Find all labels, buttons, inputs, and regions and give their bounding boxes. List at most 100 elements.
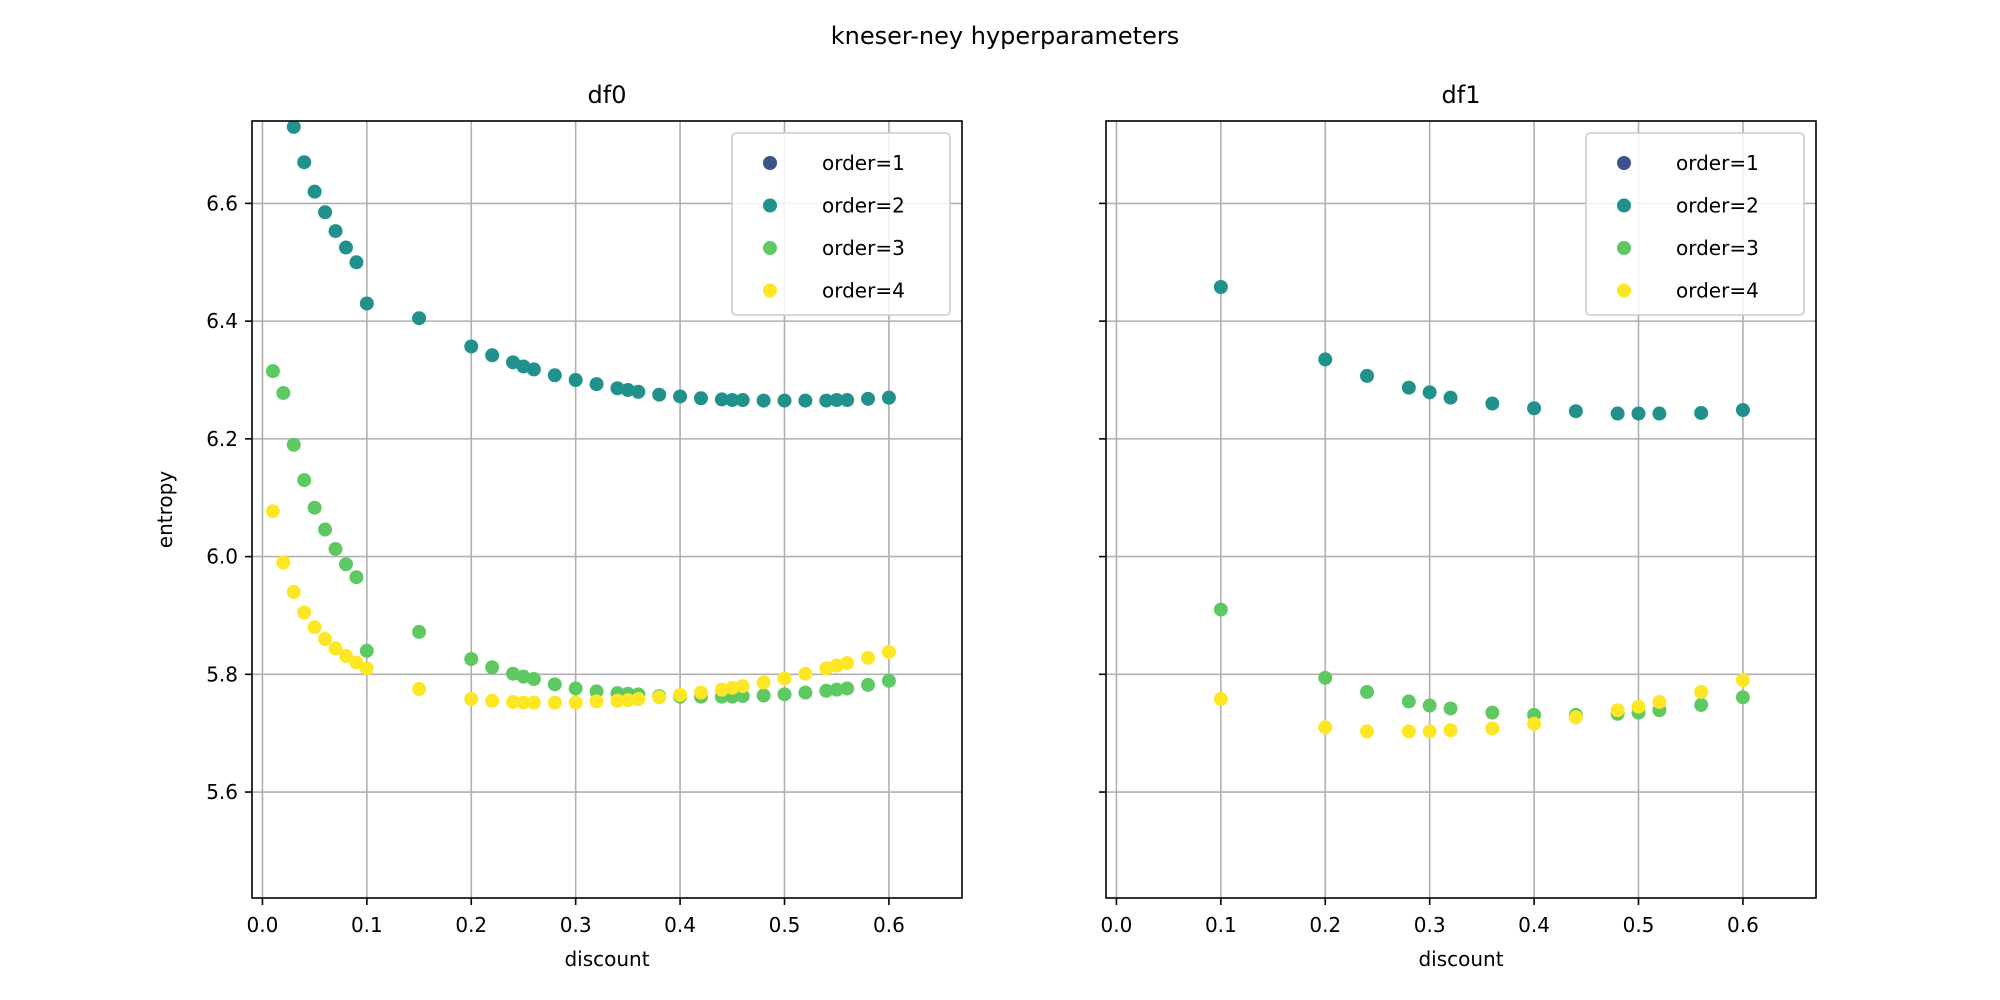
point-order=3 bbox=[464, 652, 479, 667]
y-tick-label: 5.6 bbox=[206, 780, 238, 804]
legend-label: order=3 bbox=[1676, 236, 1759, 260]
point-order=2 bbox=[673, 389, 688, 404]
point-order=3 bbox=[819, 683, 834, 698]
point-order=3 bbox=[1318, 670, 1333, 685]
point-order=2 bbox=[318, 205, 333, 220]
point-order=4 bbox=[568, 695, 583, 710]
point-order=4 bbox=[1694, 684, 1709, 699]
point-order=4 bbox=[1610, 703, 1625, 718]
point-order=2 bbox=[1443, 390, 1458, 405]
point-order=4 bbox=[756, 675, 771, 690]
point-order=3 bbox=[589, 684, 604, 699]
point-order=4 bbox=[506, 694, 521, 709]
point-order=4 bbox=[307, 620, 322, 635]
legend-marker bbox=[1617, 283, 1631, 298]
x-axis-label: discount bbox=[564, 947, 649, 971]
point-order=2 bbox=[610, 381, 625, 396]
point-order=3 bbox=[307, 500, 322, 515]
point-order=4 bbox=[485, 693, 500, 708]
legend: order=1 order=2 order=3 order=4 bbox=[1585, 132, 1805, 316]
point-order=2 bbox=[735, 393, 750, 408]
point-order=2 bbox=[1631, 406, 1646, 421]
data-points bbox=[265, 121, 896, 710]
point-order=3 bbox=[1401, 694, 1416, 709]
y-tick-label: 6.4 bbox=[206, 309, 238, 333]
point-order=4 bbox=[349, 655, 364, 670]
point-order=2 bbox=[1527, 401, 1542, 416]
legend-label: order=2 bbox=[1676, 194, 1759, 218]
point-order=2 bbox=[829, 393, 844, 408]
legend-label: order=4 bbox=[822, 279, 905, 303]
point-order=4 bbox=[1318, 720, 1333, 735]
point-order=3 bbox=[1694, 697, 1709, 712]
point-order=2 bbox=[714, 392, 729, 407]
legend-label: order=1 bbox=[1676, 151, 1759, 175]
point-order=3 bbox=[735, 689, 750, 704]
point-order=2 bbox=[1568, 404, 1583, 419]
y-tick-label: 6.0 bbox=[206, 545, 238, 569]
point-order=4 bbox=[1360, 724, 1375, 739]
point-order=4 bbox=[1485, 721, 1500, 736]
point-order=2 bbox=[861, 391, 876, 406]
panel-title: df1 bbox=[1442, 81, 1481, 109]
point-order=2 bbox=[1318, 352, 1333, 367]
point-order=2 bbox=[1422, 385, 1437, 400]
point-order=4 bbox=[1422, 724, 1437, 739]
point-order=4 bbox=[1401, 724, 1416, 739]
legend-marker bbox=[763, 156, 777, 170]
point-order=4 bbox=[526, 695, 541, 710]
point-order=2 bbox=[631, 384, 646, 399]
point-order=2 bbox=[286, 121, 301, 134]
point-order=3 bbox=[756, 688, 771, 703]
data-points bbox=[1213, 279, 1750, 739]
point-order=2 bbox=[464, 339, 479, 354]
point-order=3 bbox=[359, 643, 374, 658]
point-order=3 bbox=[485, 660, 500, 675]
point-order=2 bbox=[359, 296, 374, 311]
point-order=2 bbox=[840, 393, 855, 408]
point-order=2 bbox=[1694, 405, 1709, 420]
legend-label: order=4 bbox=[1676, 279, 1759, 303]
point-order=3 bbox=[547, 677, 562, 692]
x-tick-label: 0.4 bbox=[1518, 913, 1550, 937]
point-order=4 bbox=[412, 682, 427, 697]
x-tick-label: 0.0 bbox=[247, 913, 279, 937]
legend-marker bbox=[763, 198, 777, 213]
point-order=2 bbox=[547, 368, 562, 383]
point-order=3 bbox=[297, 473, 312, 488]
point-order=3 bbox=[840, 681, 855, 696]
point-order=2 bbox=[1652, 406, 1667, 421]
point-order=4 bbox=[1568, 710, 1583, 725]
panel-df0: 0.0 0.1 0.2 0.3 0.4 0.5 0.6 5.6 5.8 6.0 6.2 6.4 6.6 d… bbox=[153, 81, 963, 971]
point-order=3 bbox=[861, 677, 876, 692]
point-order=4 bbox=[693, 685, 708, 700]
point-order=4 bbox=[881, 644, 896, 659]
point-order=2 bbox=[297, 155, 312, 170]
legend-box bbox=[1585, 132, 1805, 316]
point-order=2 bbox=[1485, 396, 1500, 411]
x-tick-label: 0.3 bbox=[1414, 913, 1446, 937]
point-order=2 bbox=[756, 393, 771, 408]
point-order=3 bbox=[829, 682, 844, 697]
legend-marker bbox=[1617, 198, 1631, 213]
point-order=4 bbox=[276, 555, 291, 570]
point-order=4 bbox=[297, 605, 312, 620]
x-tick-label: 0.6 bbox=[1727, 913, 1759, 937]
point-order=2 bbox=[589, 377, 604, 392]
x-tick-label: 0.1 bbox=[1205, 913, 1237, 937]
y-axis-label: entropy bbox=[153, 471, 177, 549]
point-order=3 bbox=[568, 681, 583, 696]
x-tick-label: 0.4 bbox=[664, 913, 696, 937]
point-order=3 bbox=[1485, 705, 1500, 720]
x-tick-label: 0.6 bbox=[873, 913, 905, 937]
point-order=4 bbox=[1443, 723, 1458, 738]
point-order=4 bbox=[735, 679, 750, 694]
legend-label: order=3 bbox=[822, 236, 905, 260]
point-order=4 bbox=[610, 693, 625, 708]
figure-title: kneser-ney hyperparameters bbox=[831, 22, 1179, 50]
x-tick-label: 0.5 bbox=[1623, 913, 1655, 937]
legend-marker bbox=[1617, 156, 1631, 170]
legend-label: order=1 bbox=[822, 151, 905, 175]
point-order=3 bbox=[276, 385, 291, 400]
point-order=2 bbox=[485, 348, 500, 363]
